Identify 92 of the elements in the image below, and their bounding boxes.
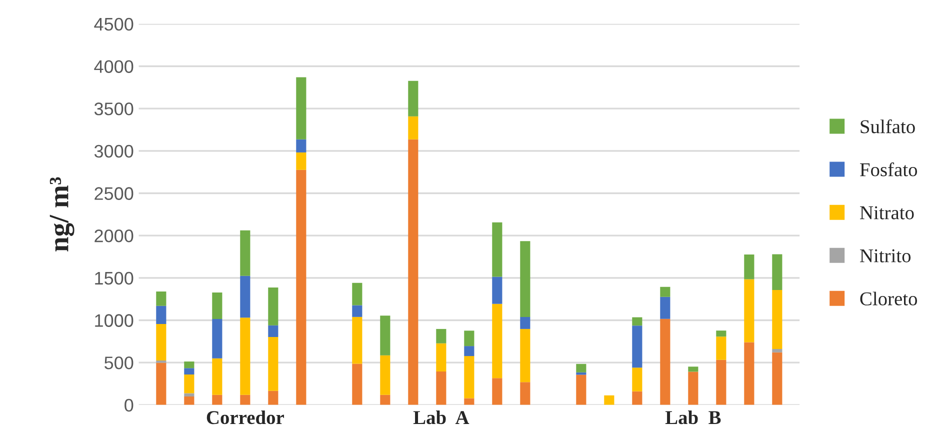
y-tick-label: 4000 (94, 60, 134, 73)
bar (660, 318, 670, 405)
bar (464, 346, 474, 356)
bar (660, 296, 670, 319)
bar (744, 279, 754, 342)
bar (352, 316, 362, 364)
y-tick-label: 4500 (94, 18, 134, 31)
bar (184, 396, 194, 405)
bar (604, 395, 614, 405)
y-tick-label: 2500 (94, 187, 134, 200)
bar (156, 324, 166, 360)
bar (716, 330, 726, 337)
bar (576, 374, 586, 405)
bar (464, 330, 474, 346)
bar (212, 394, 222, 405)
bar (464, 356, 474, 398)
bar (492, 378, 502, 405)
bar (380, 394, 390, 405)
bar (688, 366, 698, 372)
legend-label: Cloreto (860, 292, 918, 306)
bar (492, 222, 502, 277)
bar (184, 374, 194, 394)
bar (772, 349, 782, 352)
bar (184, 368, 194, 375)
bar (380, 355, 390, 395)
bar (212, 292, 222, 319)
legend-label: Fosfato (860, 162, 918, 176)
x-tick-label: Corredor (206, 410, 284, 424)
y-tick-label: 2000 (94, 230, 134, 242)
bar (492, 304, 502, 378)
bar (268, 325, 278, 338)
y-tick-label: 3500 (94, 102, 134, 116)
bar (772, 290, 782, 350)
y-axis-title: ng/ m³ (50, 177, 74, 252)
bar (688, 372, 698, 405)
bar (520, 241, 530, 317)
bar (744, 342, 754, 405)
bar (632, 391, 642, 405)
bar (520, 382, 530, 405)
bar (716, 336, 726, 360)
legend-label: Nitrato (860, 206, 914, 220)
bar (492, 276, 502, 304)
bar (772, 352, 782, 405)
x-tick-label: Lab B (665, 410, 721, 424)
bar (408, 139, 418, 405)
bar (352, 364, 362, 405)
bar (632, 317, 642, 326)
bar (716, 360, 726, 405)
y-tick-label: 500 (104, 356, 134, 370)
bar (744, 254, 754, 280)
bar (240, 394, 250, 405)
bar (156, 362, 166, 405)
bar (296, 152, 306, 170)
bar (576, 364, 586, 372)
y-tick-label: 1000 (95, 314, 134, 327)
bar (408, 80, 418, 116)
y-tick-label: 0 (124, 398, 134, 412)
bar (268, 288, 278, 326)
bar (268, 390, 278, 405)
bar (296, 170, 306, 405)
bar (352, 305, 362, 317)
bar (436, 343, 446, 372)
legend-label: Nitrito (860, 249, 911, 262)
bar (408, 116, 418, 140)
legend-label: Sulfato (860, 119, 915, 134)
bar (268, 337, 278, 391)
bar (520, 316, 530, 329)
y-tick-label: 1500 (95, 272, 134, 285)
bar (184, 361, 194, 368)
y-tick-label: 3000 (94, 144, 134, 158)
bar (240, 318, 250, 395)
bar (660, 286, 670, 297)
bar (296, 139, 306, 152)
bar (436, 328, 446, 344)
bar (632, 368, 642, 392)
bar (240, 276, 250, 318)
bar (464, 398, 474, 405)
bar (156, 292, 166, 306)
bar (772, 254, 782, 290)
bar (156, 306, 166, 324)
x-tick-label: Lab A (413, 410, 470, 424)
bar (240, 230, 250, 276)
bar (380, 316, 390, 356)
bar (520, 328, 530, 382)
bar (632, 326, 642, 368)
bar (212, 318, 222, 358)
bar (184, 393, 194, 397)
bar (576, 372, 586, 375)
bar (352, 282, 362, 306)
bar (296, 77, 306, 140)
bar (212, 358, 222, 395)
bar (436, 371, 446, 405)
